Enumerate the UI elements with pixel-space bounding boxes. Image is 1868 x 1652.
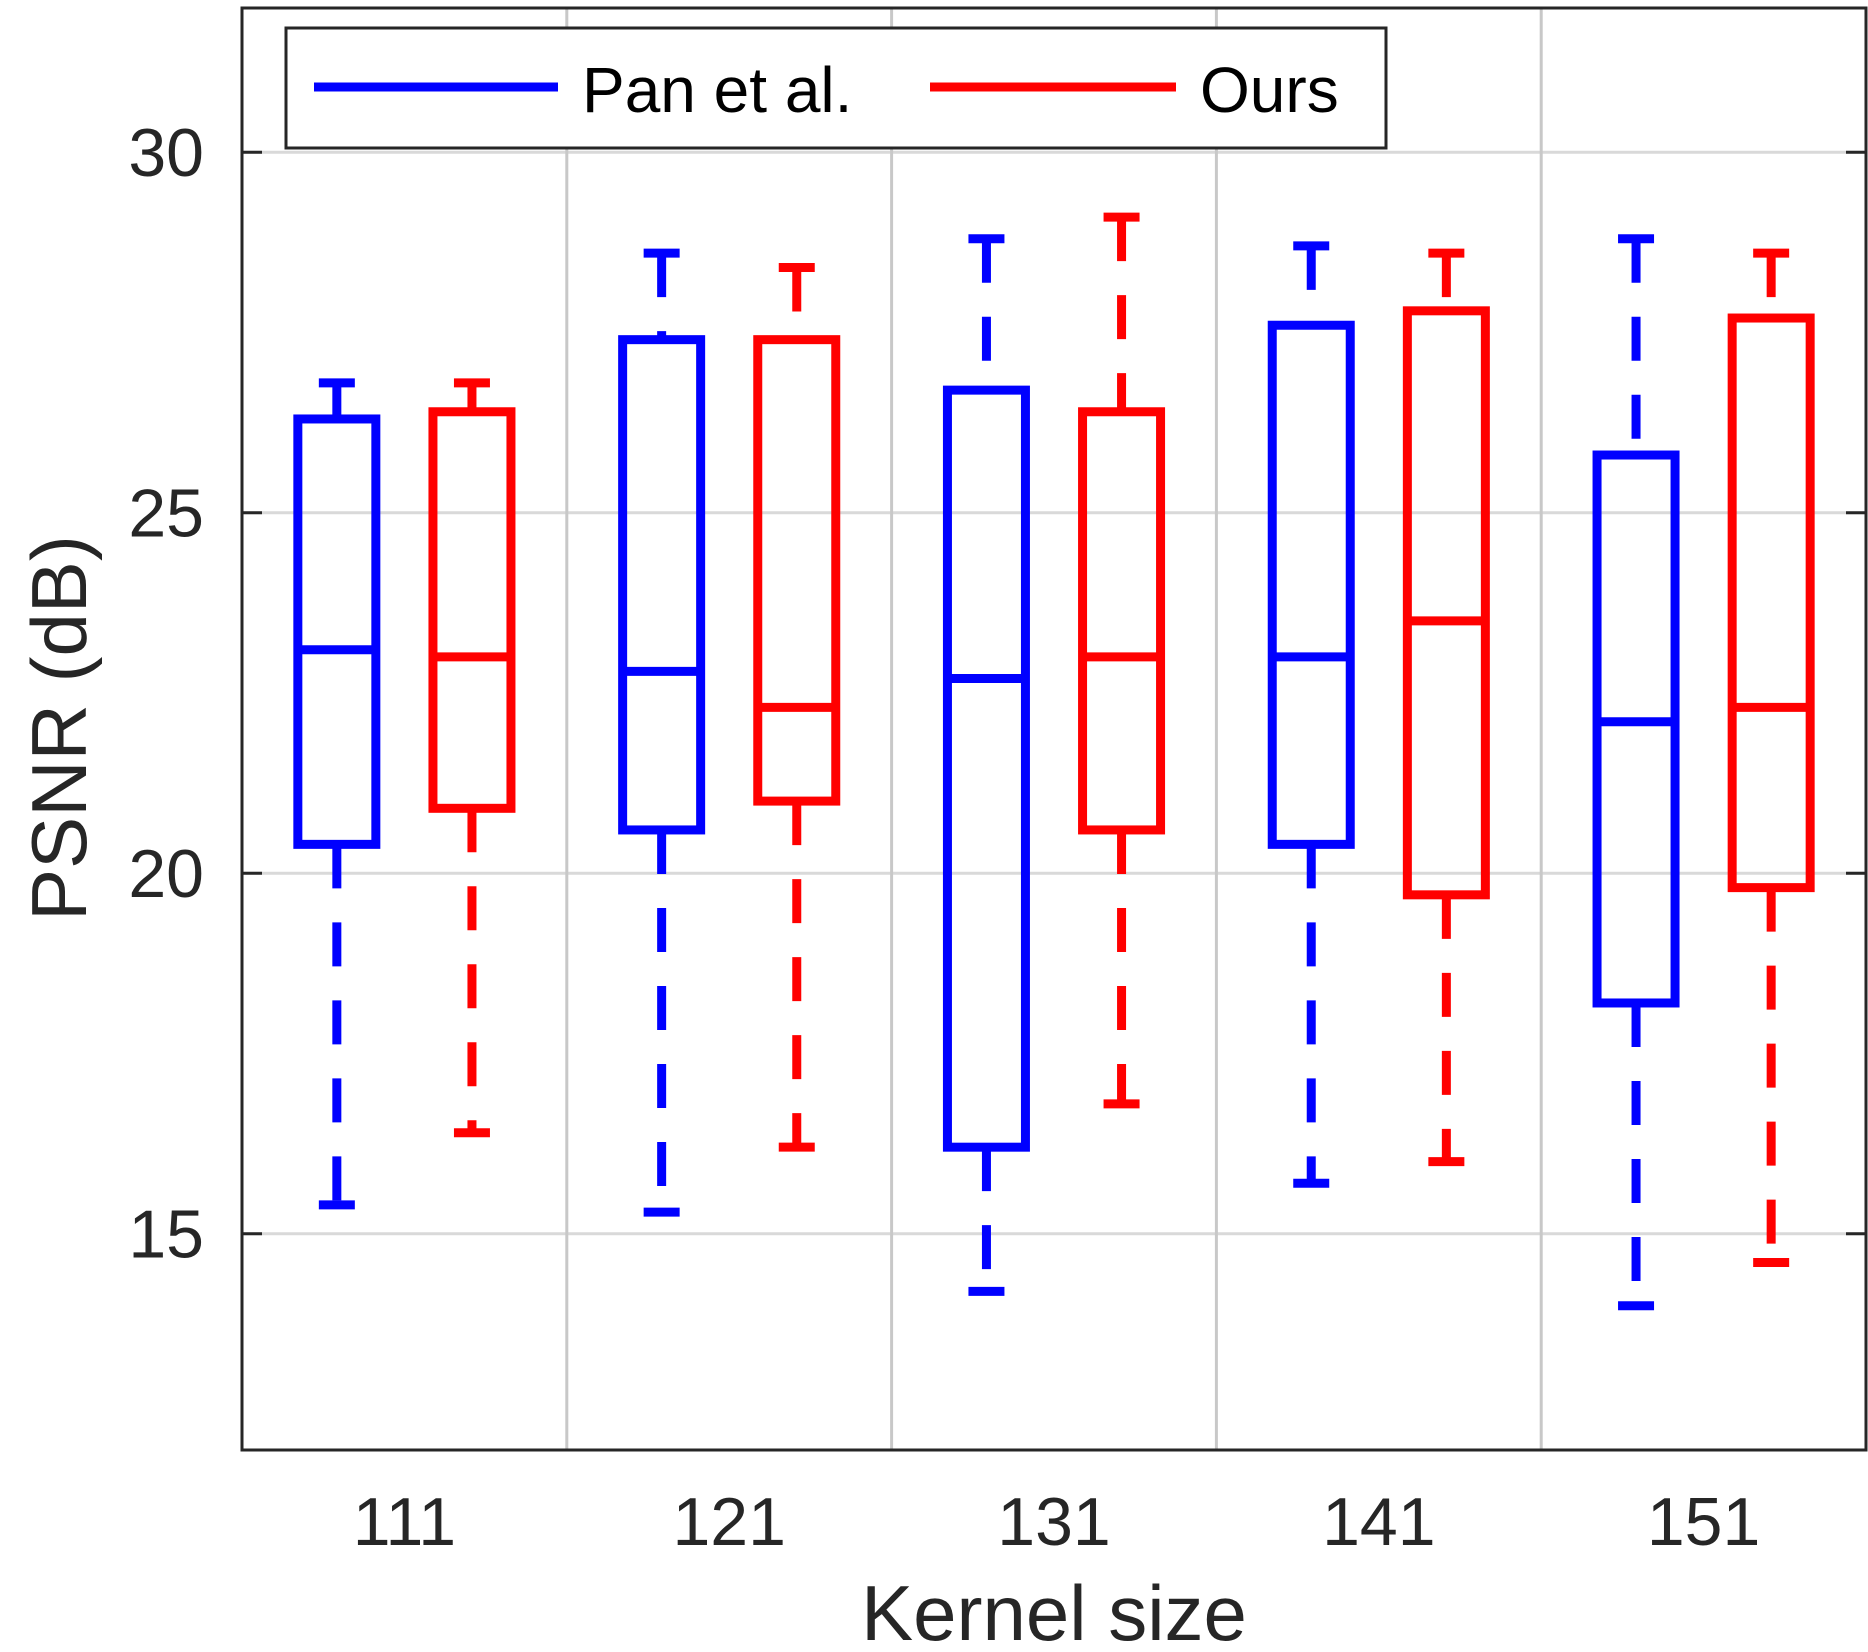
plot-frame xyxy=(240,6,1868,1452)
box-iqr xyxy=(618,335,706,835)
x-tick-label: 151 xyxy=(1647,1484,1760,1560)
legend-label-pan: Pan et al. xyxy=(582,54,852,126)
x-axis-label: Kernel size xyxy=(861,1569,1247,1652)
box-iqr xyxy=(1592,450,1680,1008)
y-tick-label: 20 xyxy=(128,836,204,912)
box-1-0 xyxy=(428,378,516,1138)
x-tick-labels: 111 121 131 141 151 xyxy=(353,1484,1761,1560)
box-0-4 xyxy=(1592,234,1680,1311)
tick-marks xyxy=(242,150,1866,1236)
box-0-2 xyxy=(942,234,1030,1296)
y-tick-label: 30 xyxy=(128,115,204,191)
x-tick-label: 131 xyxy=(997,1484,1110,1560)
box-0-0 xyxy=(293,378,381,1210)
box-iqr xyxy=(293,414,381,849)
y-tick-label: 15 xyxy=(128,1197,204,1273)
box-iqr xyxy=(1402,306,1490,900)
x-tick-label: 111 xyxy=(353,1484,456,1560)
y-tick-label: 25 xyxy=(128,476,204,552)
box-iqr xyxy=(1267,320,1355,849)
box-iqr xyxy=(1078,407,1166,835)
y-tick-labels: 15 20 25 30 xyxy=(128,115,204,1273)
box-iqr xyxy=(753,335,841,806)
box-1-3 xyxy=(1402,248,1490,1167)
box-iqr xyxy=(1727,313,1815,893)
x-tick-label: 121 xyxy=(672,1484,785,1560)
x-tick-label: 141 xyxy=(1322,1484,1435,1560)
box-iqr xyxy=(428,407,516,813)
box-1-2 xyxy=(1078,212,1166,1109)
legend: Pan et al. Ours xyxy=(284,26,1388,150)
box-1-1 xyxy=(753,263,841,1152)
box-iqr xyxy=(942,385,1030,1152)
legend-label-ours: Ours xyxy=(1200,54,1339,126)
box-0-3 xyxy=(1267,241,1355,1188)
grid-lines xyxy=(242,8,1866,1450)
box-0-1 xyxy=(618,248,706,1217)
box-1-4 xyxy=(1727,248,1815,1268)
box-series xyxy=(293,212,1815,1311)
y-axis-label: PSNR (dB) xyxy=(15,535,103,921)
